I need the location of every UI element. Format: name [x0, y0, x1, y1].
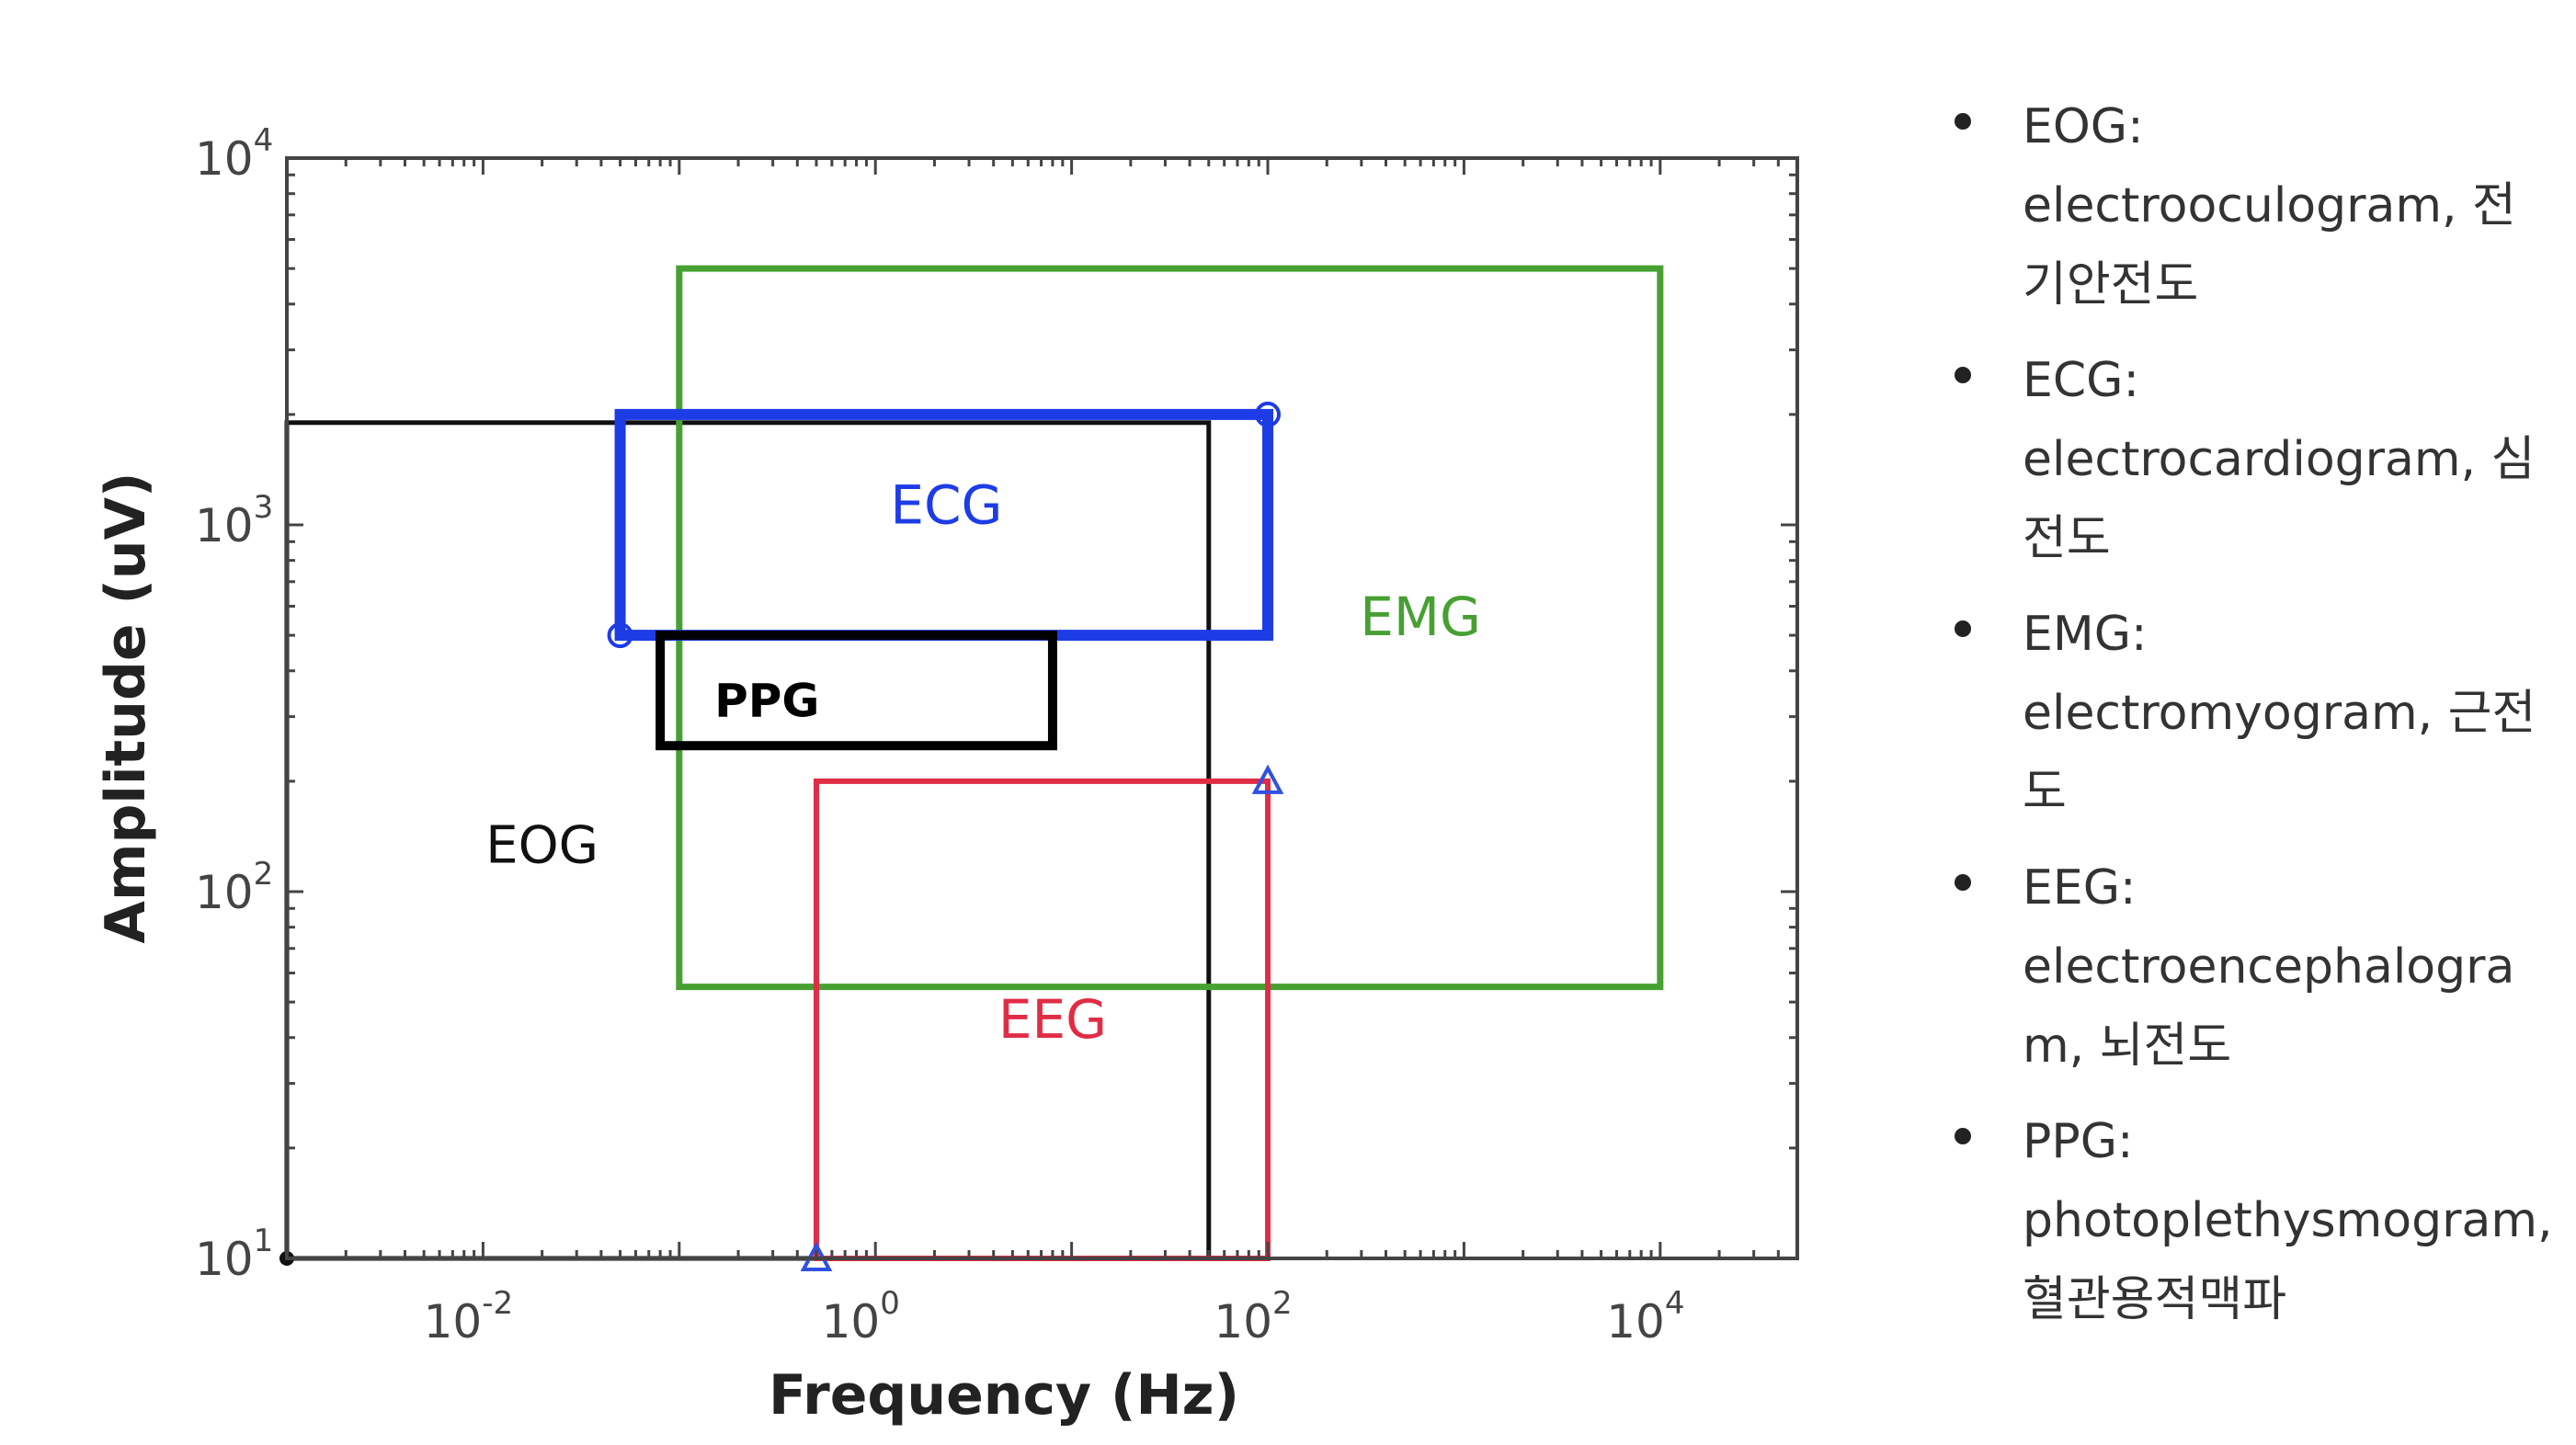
x-tick-label: 10-2: [424, 1285, 514, 1348]
list-item: EMG: electromyogram, 근전도: [1949, 595, 2556, 832]
bullet-icon: [1955, 874, 1971, 891]
list-item: EOG: electrooculogram, 전기안전도: [1949, 87, 2556, 324]
range-box-emg: [676, 265, 1664, 991]
bullet-icon: [1955, 367, 1971, 383]
abbreviation-description: electroencephalogram, 뇌전도: [2023, 939, 2515, 1074]
list-item: EEG: electroencephalogram, 뇌전도: [1949, 848, 2556, 1086]
abbreviation-description: electrooculogram, 전기안전도: [2023, 178, 2516, 313]
plot-frame: [285, 156, 1799, 1260]
list-item: ECG: electrocardiogram, 심전도: [1949, 341, 2556, 578]
series-label-eog: EOG: [485, 815, 598, 875]
y-tick-label: 101: [195, 1223, 273, 1286]
axis-ticks: 10-2 100 102 104 101 102 103 104: [195, 122, 1799, 1348]
abbreviation-term: PPG:: [2023, 1114, 2134, 1169]
eeg-corner-marker: [1251, 764, 1284, 794]
y-tick-label: 104: [195, 122, 273, 186]
bullet-icon: [1955, 1128, 1971, 1144]
list-item: PPG: photoplethysmogram, 혈관용적맥파: [1949, 1102, 2556, 1339]
series-label-emg: EMG: [1360, 586, 1481, 648]
abbreviation-description: photoplethysmogram, 혈관용적맥파: [2023, 1193, 2553, 1327]
abbreviation-term: EMG:: [2023, 607, 2148, 662]
x-axis-label: Frequency (Hz): [769, 1363, 1239, 1428]
abbreviation-description: electrocardiogram, 심전도: [2023, 432, 2536, 566]
bullet-icon: [1955, 620, 1971, 637]
chart-plot-area: EOG EMG ECG PPG EEG: [279, 265, 1664, 1271]
abbreviation-term: EOG:: [2023, 99, 2144, 154]
ecg-corner-marker: [607, 622, 633, 649]
abbreviation-term: ECG:: [2023, 353, 2139, 408]
y-axis-label: Amplitude (uV): [94, 472, 158, 944]
range-box-eog: [284, 420, 1212, 1261]
series-label-eeg: EEG: [998, 988, 1107, 1051]
series-label-ecg: ECG: [890, 473, 1002, 536]
y-tick-label: 102: [195, 856, 273, 919]
x-tick-label: 100: [822, 1285, 900, 1348]
abbreviation-description: electromyogram, 근전도: [2023, 686, 2536, 820]
bullet-icon: [1955, 113, 1971, 130]
x-tick-label: 102: [1214, 1285, 1292, 1348]
series-label-ppg: PPG: [714, 675, 819, 728]
abbreviation-list: EOG: electrooculogram, 전기안전도 ECG: electroca…: [1949, 87, 2556, 1356]
range-box-ppg: [655, 631, 1057, 751]
ecg-corner-marker: [1255, 401, 1282, 427]
abbreviation-term: EEG:: [2023, 860, 2137, 916]
x-tick-label: 104: [1606, 1285, 1684, 1348]
y-tick-label: 103: [195, 489, 273, 552]
